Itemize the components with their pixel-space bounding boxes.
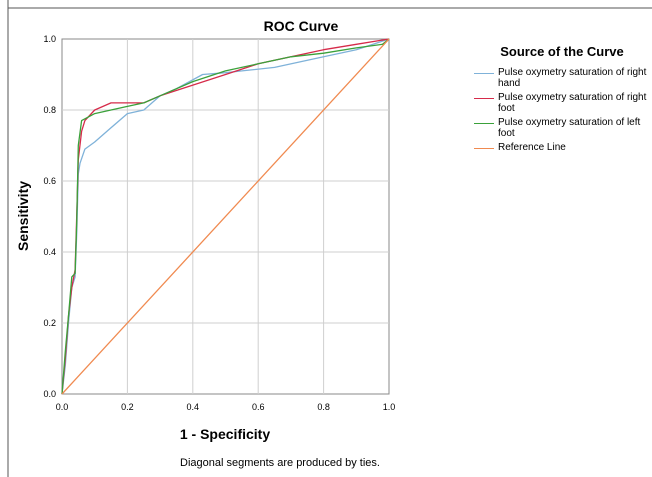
legend-swatch bbox=[474, 73, 494, 74]
y-tick-label: 0.2 bbox=[43, 318, 56, 328]
legend-swatch bbox=[474, 98, 494, 99]
legend-item: Pulse oxymetry saturation of right foot bbox=[474, 92, 650, 114]
legend-item: Reference Line bbox=[474, 142, 650, 153]
y-tick-label: 0.0 bbox=[43, 389, 56, 399]
y-tick-label: 1.0 bbox=[43, 34, 56, 44]
x-axis-label: 1 - Specificity bbox=[180, 426, 270, 442]
legend-label: Pulse oxymetry saturation of left foot bbox=[498, 117, 641, 139]
x-tick-label: 0.8 bbox=[317, 402, 330, 412]
legend-title: Source of the Curve bbox=[500, 44, 624, 59]
ties-note: Diagonal segments are produced by ties. bbox=[180, 457, 380, 469]
legend-label: Pulse oxymetry saturation of right hand bbox=[498, 67, 647, 89]
grid bbox=[62, 39, 389, 394]
x-tick-label: 1.0 bbox=[383, 402, 396, 412]
y-axis: 0.0 0.2 0.4 0.6 0.8 1.0 bbox=[43, 34, 56, 399]
series-line-0 bbox=[61, 38, 390, 395]
legend-swatch bbox=[474, 148, 494, 149]
x-axis: 0.0 0.2 0.4 0.6 0.8 1.0 bbox=[56, 402, 396, 412]
series-group bbox=[61, 38, 390, 395]
x-tick-label: 0.2 bbox=[121, 402, 134, 412]
legend: Source of the Curve Pulse oxymetry satur… bbox=[474, 44, 650, 156]
series-line-3 bbox=[61, 38, 390, 395]
y-tick-label: 0.8 bbox=[43, 105, 56, 115]
x-tick-label: 0.6 bbox=[252, 402, 265, 412]
chart-title: ROC Curve bbox=[264, 18, 339, 34]
legend-label: Pulse oxymetry saturation of right foot bbox=[498, 92, 647, 114]
legend-items: Pulse oxymetry saturation of right hand P… bbox=[474, 67, 650, 153]
series-line-2 bbox=[61, 38, 390, 395]
x-tick-label: 0.0 bbox=[56, 402, 69, 412]
y-tick-label: 0.4 bbox=[43, 247, 56, 257]
y-tick-label: 0.6 bbox=[43, 176, 56, 186]
legend-swatch bbox=[474, 123, 494, 124]
legend-item: Pulse oxymetry saturation of left foot bbox=[474, 117, 650, 139]
y-axis-label: Sensitivity bbox=[15, 181, 31, 251]
legend-item: Pulse oxymetry saturation of right hand bbox=[474, 67, 650, 89]
legend-label: Reference Line bbox=[498, 142, 566, 153]
x-tick-label: 0.4 bbox=[187, 402, 200, 412]
